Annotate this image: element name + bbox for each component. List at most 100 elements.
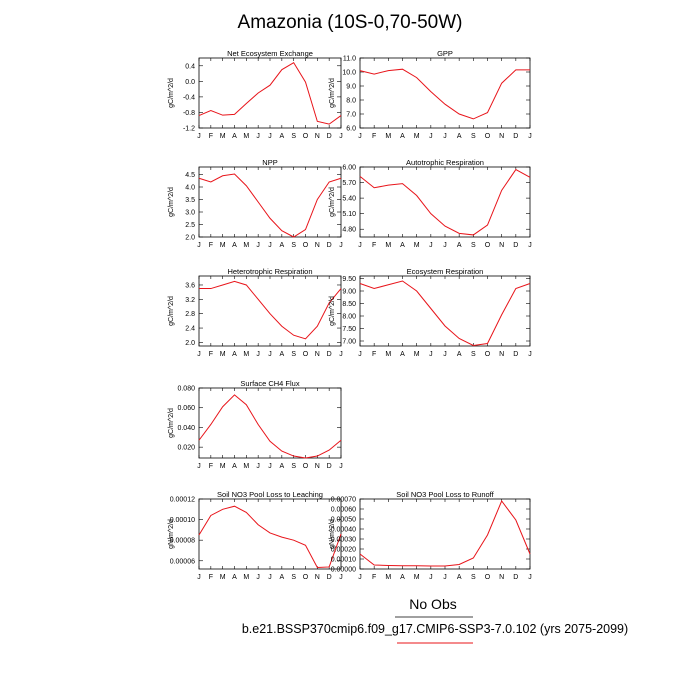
y-tick-label: 7.00 <box>342 339 356 346</box>
x-tick-label: F <box>372 574 376 581</box>
y-tick-label: 0.00012 <box>170 497 195 504</box>
x-tick-label: M <box>414 351 420 358</box>
x-tick-label: F <box>209 242 213 249</box>
y-tick-label: 0.4 <box>185 63 195 70</box>
x-tick-label: N <box>499 351 504 358</box>
x-tick-label: N <box>499 242 504 249</box>
x-tick-label: J <box>197 133 201 140</box>
plot-frame <box>359 498 531 570</box>
x-tick-label: O <box>303 242 309 249</box>
x-tick-label: S <box>291 133 296 140</box>
x-tick-label: O <box>485 242 491 249</box>
y-tick-label: 0.00020 <box>331 547 356 554</box>
x-tick-label: M <box>243 242 249 249</box>
x-tick-label: O <box>303 574 309 581</box>
x-tick-label: O <box>485 133 491 140</box>
x-tick-label: S <box>471 133 476 140</box>
x-tick-label: J <box>528 133 532 140</box>
x-tick-label: A <box>400 133 405 140</box>
x-tick-label: M <box>243 463 249 470</box>
x-tick-label: J <box>268 133 272 140</box>
x-tick-label: F <box>372 351 376 358</box>
x-tick-label: M <box>243 574 249 581</box>
y-tick-label: 7.50 <box>342 326 356 333</box>
x-tick-label: J <box>339 242 343 249</box>
x-tick-label: J <box>443 351 447 358</box>
x-tick-label: N <box>499 133 504 140</box>
x-tick-label: A <box>232 133 237 140</box>
x-tick-label: O <box>303 463 309 470</box>
x-tick-label: A <box>457 133 462 140</box>
y-axis-label: gC/m^2/d <box>168 78 175 108</box>
series-line <box>198 173 342 238</box>
panel-4: Autotrophic Respiration gC/m^2/d J F M A M J J A S… <box>329 158 532 249</box>
plot-frame <box>198 387 342 459</box>
y-tick-label: 0.00010 <box>170 517 195 524</box>
x-tick-label: F <box>372 133 376 140</box>
x-tick-label: J <box>197 242 201 249</box>
panel-title: GPP <box>437 49 453 58</box>
y-tick-label: 2.0 <box>185 235 195 242</box>
x-tick-label: F <box>209 463 213 470</box>
x-tick-label: J <box>339 574 343 581</box>
y-axis-label: gC/m^2/d <box>329 296 336 326</box>
panel-title: Net Ecosystem Exchange <box>227 49 313 58</box>
y-tick-label: -0.4 <box>183 94 195 101</box>
x-tick-label: A <box>232 351 237 358</box>
y-tick-label: 4.5 <box>185 172 195 179</box>
x-tick-label: A <box>400 351 405 358</box>
x-tick-label: J <box>358 351 362 358</box>
x-tick-label: A <box>232 574 237 581</box>
series-line <box>359 168 531 236</box>
y-tick-label: 9.50 <box>342 276 356 283</box>
x-tick-label: J <box>268 351 272 358</box>
x-tick-label: N <box>315 574 320 581</box>
series-line <box>359 499 531 567</box>
y-axis-label: gC/m^2/d <box>168 187 175 217</box>
panel-8: Soil NO3 Pool Loss to Leaching gN/m^2/d J F… <box>168 490 343 581</box>
x-tick-label: M <box>220 351 226 358</box>
x-tick-label: J <box>528 351 532 358</box>
y-axis-label: gC/m^2/d <box>168 408 175 438</box>
y-tick-label: 0.00030 <box>331 537 356 544</box>
y-tick-label: 2.8 <box>185 311 195 318</box>
x-tick-label: S <box>291 574 296 581</box>
y-tick-label: 6.00 <box>342 165 356 172</box>
x-tick-label: J <box>429 133 433 140</box>
x-tick-label: J <box>197 351 201 358</box>
y-tick-label: 9.0 <box>346 84 356 91</box>
panel-title: Autotrophic Respiration <box>406 158 484 167</box>
x-tick-label: M <box>385 133 391 140</box>
y-tick-label: 2.0 <box>185 340 195 347</box>
y-tick-label: 5.10 <box>342 211 356 218</box>
y-tick-label: 0.00040 <box>331 527 356 534</box>
x-tick-label: N <box>315 351 320 358</box>
y-tick-label: 0.00008 <box>170 538 195 545</box>
x-tick-label: N <box>315 133 320 140</box>
x-tick-label: S <box>291 242 296 249</box>
x-tick-label: J <box>339 463 343 470</box>
y-tick-label: 0.0 <box>185 79 195 86</box>
x-tick-label: M <box>414 242 420 249</box>
y-tick-label: 3.0 <box>185 210 195 217</box>
series-line <box>359 280 531 347</box>
y-tick-label: 0.00070 <box>331 497 356 504</box>
x-tick-label: D <box>513 351 518 358</box>
x-tick-label: M <box>220 133 226 140</box>
y-tick-label: 2.5 <box>185 222 195 229</box>
x-tick-label: J <box>358 133 362 140</box>
x-tick-label: A <box>279 463 284 470</box>
x-tick-label: A <box>279 133 284 140</box>
plot-frame <box>198 498 342 570</box>
x-tick-label: D <box>327 351 332 358</box>
x-tick-label: J <box>358 242 362 249</box>
x-tick-label: M <box>385 242 391 249</box>
x-tick-label: J <box>197 574 201 581</box>
y-tick-label: 3.6 <box>185 282 195 289</box>
panel-title: NPP <box>262 158 277 167</box>
x-tick-label: N <box>315 242 320 249</box>
plot-frame <box>359 275 531 347</box>
y-tick-label: -1.2 <box>183 126 195 133</box>
